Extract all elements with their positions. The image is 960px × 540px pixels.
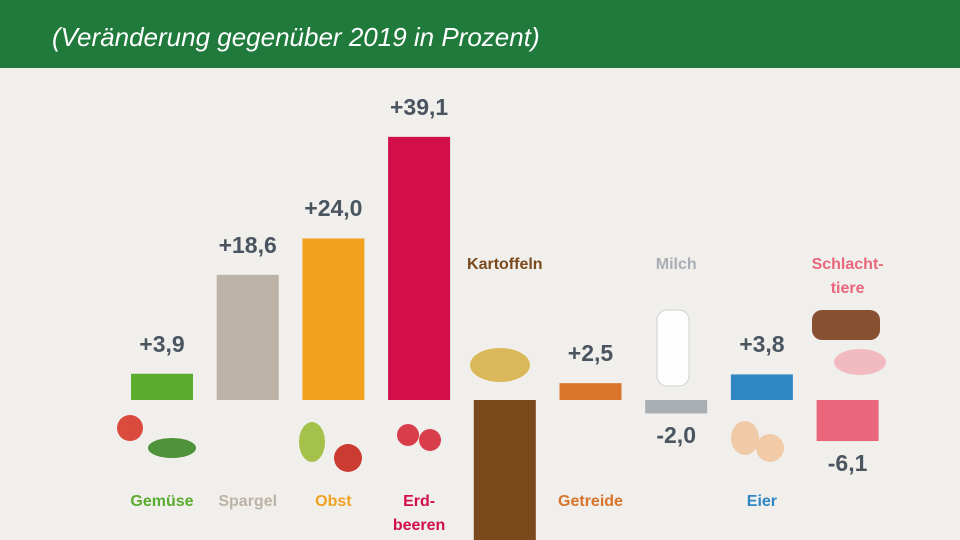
- icon: [334, 444, 362, 472]
- category-label: Spargel: [218, 493, 278, 510]
- icon: [812, 310, 880, 340]
- category-label: Obst: [315, 493, 352, 510]
- bar: [559, 383, 622, 400]
- value-label: +3,8: [739, 331, 785, 358]
- header-band: [0, 0, 960, 68]
- category-label: Schlacht- tiere: [811, 256, 884, 297]
- bar: [302, 238, 365, 400]
- value-label: +18,6: [218, 231, 277, 258]
- value-label: -6,1: [827, 450, 868, 477]
- value-label: +3,9: [139, 330, 185, 357]
- category-label: Erd- beeren: [392, 493, 446, 534]
- icon: [419, 429, 441, 451]
- icon: [834, 349, 886, 375]
- category-label: Kartoffeln: [467, 256, 543, 273]
- icon: [148, 438, 196, 458]
- icon: [731, 421, 759, 455]
- category-label: Getreide: [558, 493, 623, 510]
- value-label: -2,0: [656, 422, 696, 449]
- category-label: Gemüse: [130, 493, 194, 510]
- value-label: +39,1: [389, 93, 449, 120]
- bar: [730, 374, 793, 400]
- category-label: Milch: [655, 256, 697, 273]
- icon: [470, 348, 530, 382]
- icon: [299, 422, 325, 462]
- value-label: +2,5: [567, 340, 614, 367]
- value-label: +24,0: [304, 195, 363, 222]
- icon: [117, 415, 143, 441]
- icon: [756, 434, 784, 462]
- chart-subtitle: (Veränderung gegenüber 2019 in Prozent): [52, 22, 540, 52]
- bar: [388, 136, 451, 400]
- bar: [816, 400, 879, 442]
- icons: [117, 309, 886, 472]
- bar: [473, 400, 536, 540]
- bar: [131, 373, 193, 400]
- icon: [397, 424, 419, 446]
- bar: [645, 400, 708, 414]
- category-label: Eier: [746, 493, 778, 510]
- bar: [216, 274, 279, 400]
- icon: [656, 309, 690, 387]
